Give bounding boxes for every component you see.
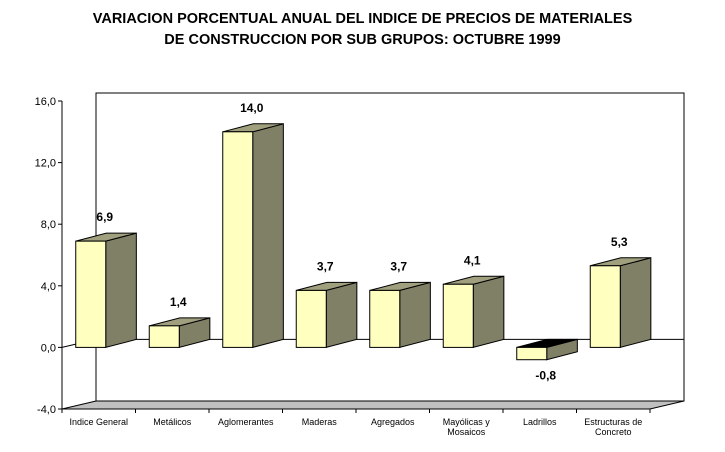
bar-front bbox=[369, 289, 401, 348]
bar bbox=[516, 338, 578, 361]
chart-floor bbox=[61, 400, 685, 410]
x-category-label: Aglomerantes bbox=[218, 417, 274, 427]
bar-front bbox=[295, 289, 327, 348]
data-label: 5,3 bbox=[611, 235, 628, 249]
x-category-label: Agregados bbox=[371, 417, 415, 427]
x-category-label: Mayólicas y bbox=[443, 417, 491, 427]
bar bbox=[295, 281, 358, 349]
chart-back-wall bbox=[95, 92, 685, 402]
bar-side bbox=[619, 257, 652, 349]
bar-side bbox=[325, 281, 358, 349]
data-label: 14,0 bbox=[240, 101, 264, 115]
y-tick-label: 0,0 bbox=[41, 342, 56, 354]
x-category-label: Metálicos bbox=[153, 417, 192, 427]
bar-front bbox=[589, 265, 621, 348]
data-label: 4,1 bbox=[464, 253, 481, 267]
x-category-label: Ladrillos bbox=[523, 417, 557, 427]
bar bbox=[442, 275, 505, 349]
data-label: -0,8 bbox=[535, 369, 556, 383]
x-category-label: Estructuras de bbox=[584, 417, 642, 427]
bar-side bbox=[399, 281, 431, 349]
y-tick-label: -4,0 bbox=[37, 404, 56, 416]
bar-side bbox=[252, 123, 284, 349]
data-label: 3,7 bbox=[390, 259, 407, 273]
bar-front bbox=[222, 131, 254, 348]
x-category-label: Indice General bbox=[69, 417, 128, 427]
y-tick-label: 16,0 bbox=[35, 96, 56, 108]
data-label: 3,7 bbox=[317, 259, 334, 273]
bar-side bbox=[472, 275, 505, 349]
bar-front bbox=[516, 346, 548, 361]
bar bbox=[589, 257, 652, 349]
bar-side bbox=[105, 232, 137, 349]
chart-title-line-1: VARIACION PORCENTUAL ANUAL DEL INDICE DE… bbox=[92, 11, 633, 27]
x-category-label: Concreto bbox=[595, 427, 632, 437]
chart-title-line-2: DE CONSTRUCCION POR SUB GRUPOS: OCTUBRE … bbox=[164, 32, 561, 48]
y-tick-label: 8,0 bbox=[41, 219, 56, 231]
bar bbox=[75, 232, 137, 349]
x-category-label: Mosaicos bbox=[447, 427, 486, 437]
bar-front bbox=[442, 283, 474, 348]
bar-front bbox=[75, 240, 107, 348]
y-tick-label: 4,0 bbox=[41, 281, 56, 293]
data-label: 1,4 bbox=[170, 295, 187, 309]
x-category-label: Maderas bbox=[302, 417, 338, 427]
bar bbox=[222, 123, 284, 349]
bar bbox=[369, 281, 431, 349]
chart-title: VARIACION PORCENTUAL ANUAL DEL INDICE DE… bbox=[0, 9, 725, 51]
bar-front bbox=[148, 325, 180, 348]
data-label: 6,9 bbox=[96, 210, 113, 224]
bar bbox=[148, 317, 211, 349]
y-tick-label: 12,0 bbox=[35, 158, 56, 170]
